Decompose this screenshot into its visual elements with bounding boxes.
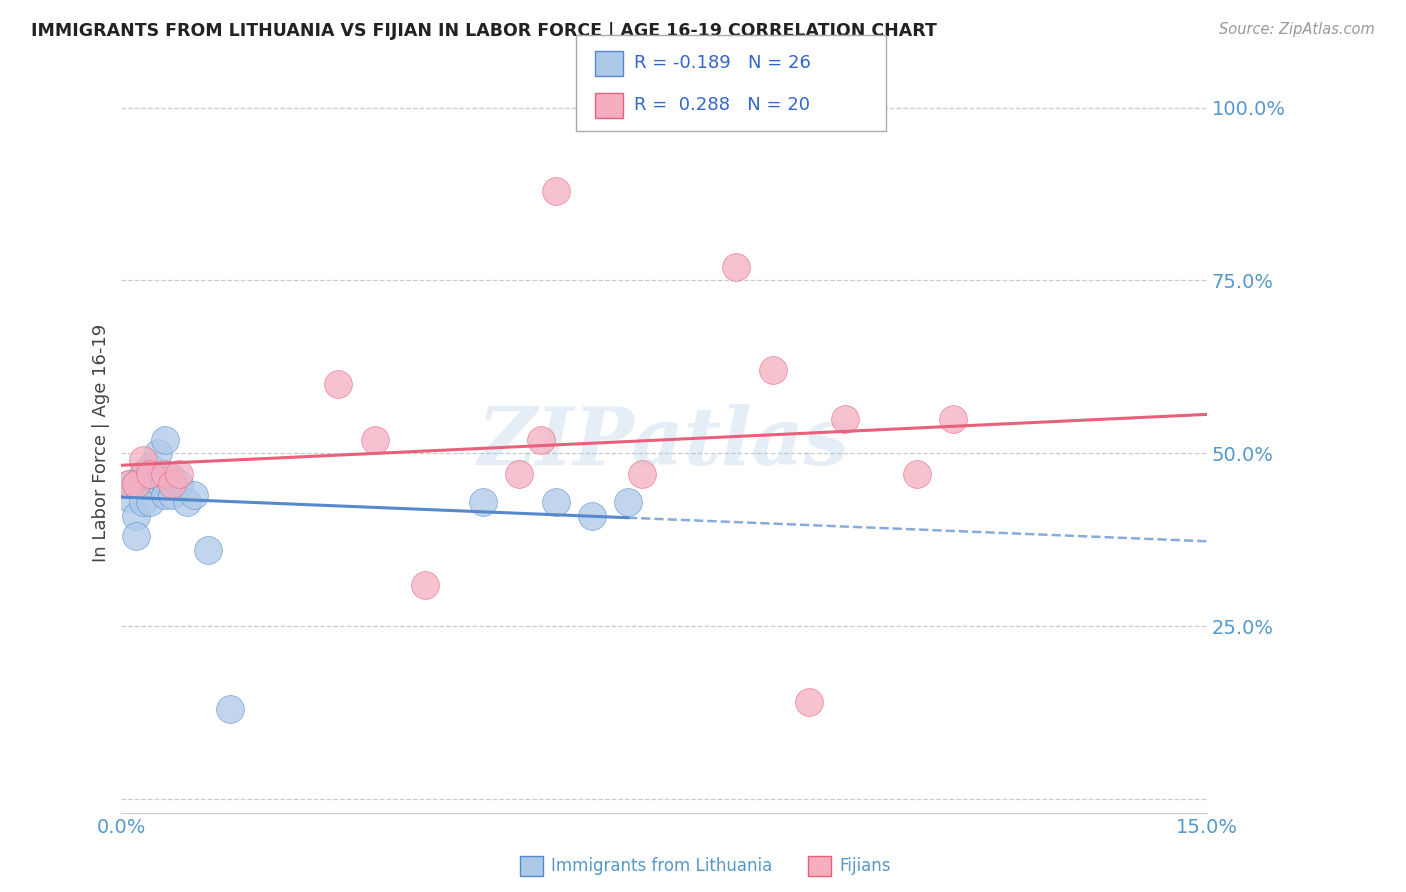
Point: [544, 495, 567, 509]
Point: [508, 467, 530, 482]
Point: [118, 477, 141, 491]
Text: R =  0.288   N = 20: R = 0.288 N = 20: [634, 96, 810, 114]
Point: [160, 488, 183, 502]
Point: [139, 495, 162, 509]
Point: [153, 433, 176, 447]
Point: [146, 446, 169, 460]
Point: [413, 578, 436, 592]
Point: [160, 470, 183, 484]
Point: [153, 467, 176, 482]
Point: [125, 477, 148, 491]
Point: [125, 529, 148, 543]
Text: Fijians: Fijians: [839, 857, 891, 875]
Point: [328, 377, 350, 392]
Y-axis label: In Labor Force | Age 16-19: In Labor Force | Age 16-19: [93, 324, 110, 562]
Point: [219, 702, 242, 716]
Point: [153, 488, 176, 502]
Point: [581, 508, 603, 523]
Point: [544, 184, 567, 198]
Point: [169, 477, 191, 491]
Point: [132, 453, 155, 467]
Point: [160, 477, 183, 491]
Point: [125, 477, 148, 491]
Point: [472, 495, 495, 509]
Point: [530, 433, 553, 447]
Point: [139, 460, 162, 475]
Point: [617, 495, 640, 509]
Point: [197, 543, 219, 558]
Text: R = -0.189   N = 26: R = -0.189 N = 26: [634, 54, 811, 72]
Point: [363, 433, 385, 447]
Point: [132, 467, 155, 482]
Point: [118, 491, 141, 506]
Point: [153, 474, 176, 488]
Point: [176, 495, 198, 509]
Point: [139, 467, 162, 482]
Point: [146, 474, 169, 488]
Point: [797, 695, 820, 709]
Text: Source: ZipAtlas.com: Source: ZipAtlas.com: [1219, 22, 1375, 37]
Text: Immigrants from Lithuania: Immigrants from Lithuania: [551, 857, 772, 875]
Point: [631, 467, 654, 482]
Point: [761, 363, 783, 377]
Text: IMMIGRANTS FROM LITHUANIA VS FIJIAN IN LABOR FORCE | AGE 16-19 CORRELATION CHART: IMMIGRANTS FROM LITHUANIA VS FIJIAN IN L…: [31, 22, 936, 40]
Point: [725, 260, 748, 274]
Point: [169, 467, 191, 482]
Point: [942, 411, 965, 425]
Point: [125, 508, 148, 523]
Point: [118, 477, 141, 491]
Point: [183, 488, 205, 502]
Point: [132, 477, 155, 491]
Point: [905, 467, 928, 482]
Point: [132, 495, 155, 509]
Text: ZIPatlas: ZIPatlas: [478, 404, 851, 482]
Point: [834, 411, 856, 425]
